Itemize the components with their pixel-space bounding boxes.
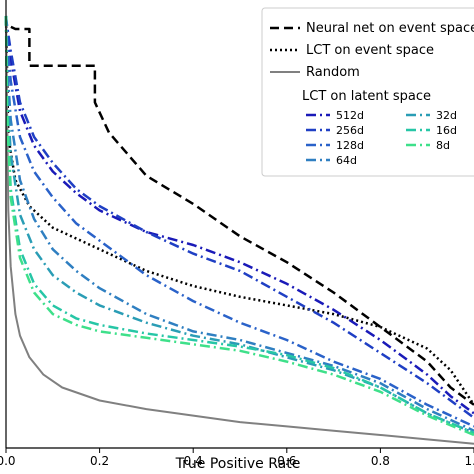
legend-label: 256d	[336, 124, 364, 137]
x-tick-label: 0.4	[184, 454, 203, 468]
series-line-16d	[4, 15, 474, 435]
x-tick-label: 0.2	[90, 454, 109, 468]
legend-label: 16d	[436, 124, 457, 137]
series-line-32d	[4, 15, 474, 435]
series-line-128d	[4, 15, 474, 428]
legend-box	[261, 7, 474, 177]
series-line-64d	[4, 15, 474, 432]
x-tick-label: 0.6	[277, 454, 296, 468]
series-line-random	[5, 15, 474, 445]
legend-label: Random	[306, 65, 360, 80]
legend-label: LCT on event space	[306, 43, 434, 58]
x-tick-label: 0.8	[371, 454, 390, 468]
x-tick-label: 0.0	[0, 454, 16, 468]
x-tick-label: 1.0	[464, 454, 474, 468]
legend-label: 512d	[336, 109, 364, 122]
legend-label: 8d	[436, 139, 450, 152]
legend-label: 32d	[436, 109, 457, 122]
series-line-8d	[4, 15, 474, 437]
series-layer	[4, 15, 474, 445]
legend-label: Neural net on event space	[306, 21, 474, 36]
legend-label: 64d	[336, 154, 357, 167]
legend-label: 128d	[336, 139, 364, 152]
legend: Neural net on event space LCT on event sp…	[261, 7, 474, 177]
x-axis-title: True Positive Rate	[175, 456, 301, 472]
legend-main-entries: Neural net on event space LCT on event sp…	[270, 21, 474, 80]
legend-subheading: LCT on latent space	[302, 89, 431, 104]
series-line-neural-net-on-event-space	[4, 16, 474, 406]
series-line-256d	[4, 15, 474, 419]
legend-latent-entries: 512d 256d 128d 64d 32d 16d 8d	[306, 109, 457, 167]
x-tick-layer: 0.0 0.2 0.4 0.6 0.8 1.0	[0, 448, 474, 468]
